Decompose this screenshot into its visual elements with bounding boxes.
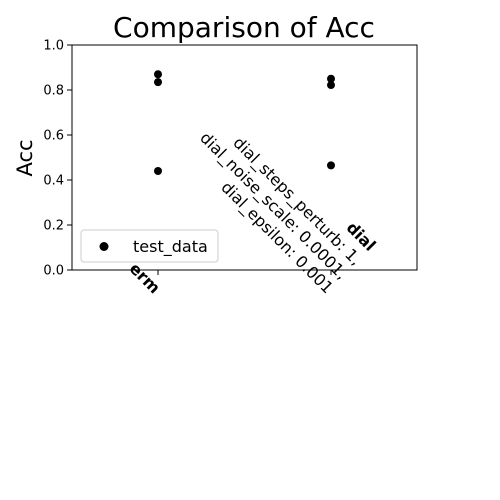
chart-title: Comparison of Acc — [113, 11, 375, 44]
y-axis-label: Acc — [13, 139, 37, 176]
y-tick-label: 1.0 — [43, 39, 64, 54]
plot-area-frame — [71, 44, 418, 271]
y-tick-label: 0.8 — [43, 84, 64, 99]
data-point — [154, 167, 162, 175]
y-tick-label: 0.6 — [43, 129, 64, 144]
y-tick-label: 0.4 — [43, 174, 64, 189]
y-tick-label: 0.0 — [43, 264, 64, 279]
data-point — [154, 70, 162, 79]
data-points — [154, 70, 335, 175]
data-point — [327, 81, 335, 90]
data-point — [327, 161, 335, 170]
y-axis: 0.0 0.2 0.4 0.6 0.8 1.0 — [43, 39, 72, 279]
legend-label: test_data — [133, 237, 208, 257]
y-tick-label: 0.2 — [43, 219, 64, 234]
legend-marker — [99, 242, 109, 251]
data-point — [154, 78, 162, 87]
data-point — [327, 74, 335, 83]
legend: test_data — [80, 229, 219, 263]
legend-box — [80, 229, 219, 263]
